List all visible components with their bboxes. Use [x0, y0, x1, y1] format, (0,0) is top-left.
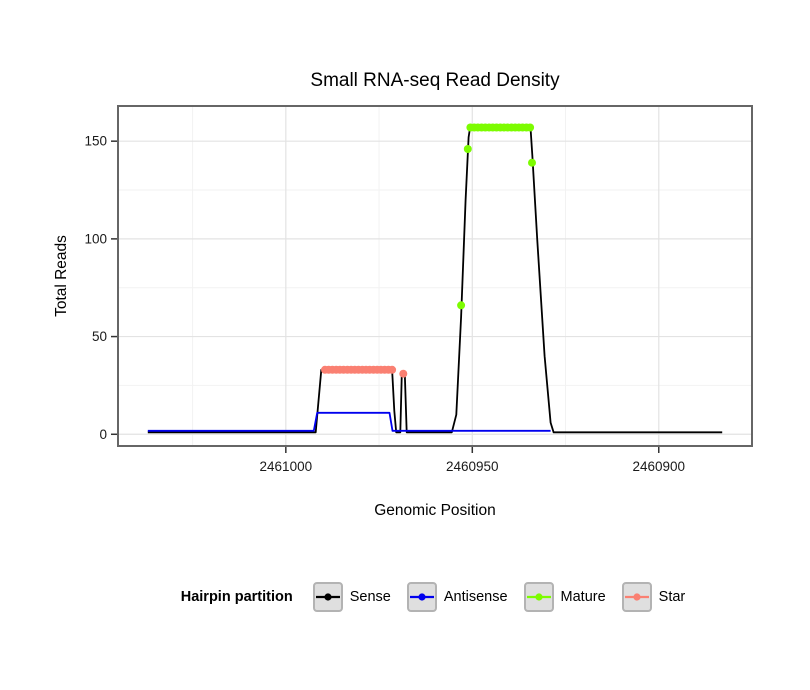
x-axis-label: Genomic Position	[374, 502, 496, 519]
legend-item-sense: Sense	[312, 582, 391, 612]
legend: Hairpin partition Sense Antisense	[28, 582, 810, 612]
legend-title: Hairpin partition	[180, 589, 293, 605]
svg-text:2460950: 2460950	[446, 459, 499, 474]
svg-text:50: 50	[92, 329, 107, 344]
legend-key-star-icon	[621, 582, 652, 612]
legend-label-antisense: Antisense	[443, 589, 508, 605]
svg-text:100: 100	[84, 231, 107, 246]
legend-key-sense-icon	[312, 582, 343, 612]
svg-text:2461000: 2461000	[260, 459, 313, 474]
svg-text:150: 150	[84, 134, 107, 149]
legend-label-star: Star	[658, 589, 686, 605]
legend-key-mature-icon	[523, 582, 554, 612]
plot-canvas: 2461000 2460950 2460900 0 50 100 150	[84, 105, 753, 474]
legend-key-antisense-icon	[406, 582, 437, 612]
svg-text:0: 0	[99, 427, 107, 442]
y-axis-label: Total Reads	[53, 235, 70, 317]
svg-text:2460900: 2460900	[632, 459, 685, 474]
legend-label-sense: Sense	[349, 589, 391, 605]
legend-item-mature: Mature	[523, 582, 606, 612]
chart-title: Small RNA-seq Read Density	[310, 70, 560, 91]
legend-item-star: Star	[621, 582, 686, 612]
legend-label-mature: Mature	[560, 589, 606, 605]
legend-item-antisense: Antisense	[406, 582, 508, 612]
